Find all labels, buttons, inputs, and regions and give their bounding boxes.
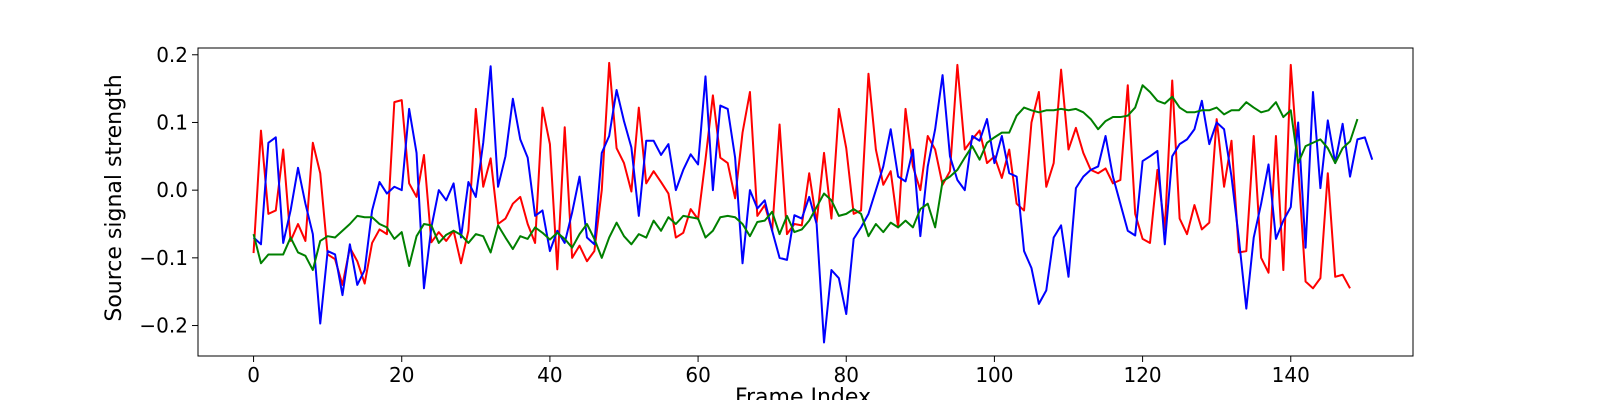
x-tick-label: 0 bbox=[247, 363, 260, 387]
x-tick-label: 40 bbox=[537, 363, 562, 387]
y-tick-label: −0.1 bbox=[139, 246, 188, 270]
x-tick-label: 80 bbox=[834, 363, 859, 387]
plot-border bbox=[197, 47, 1414, 357]
x-tick-label: 20 bbox=[389, 363, 414, 387]
series-line-2 bbox=[252, 65, 1374, 344]
y-tick-label: 0.1 bbox=[156, 110, 188, 134]
y-axis-label: Source signal strength bbox=[102, 74, 127, 321]
x-tick-label: 100 bbox=[975, 363, 1013, 387]
x-tick-label: 60 bbox=[685, 363, 710, 387]
y-tick-label: 0.2 bbox=[156, 43, 188, 67]
x-axis-ticks: 0 20 40 60 80 100 120 140 bbox=[247, 356, 1310, 387]
y-axis-ticks: −0.2 −0.1 0.0 0.1 0.2 bbox=[139, 43, 198, 338]
y-tick-label: −0.2 bbox=[139, 314, 188, 338]
series-layer bbox=[252, 61, 1374, 344]
x-tick-label: 120 bbox=[1123, 363, 1161, 387]
series-line-3 bbox=[252, 84, 1359, 272]
y-tick-label: 0.0 bbox=[156, 178, 188, 202]
x-axis-label: Frame Index bbox=[735, 385, 871, 400]
x-tick-label: 140 bbox=[1272, 363, 1310, 387]
plot-frame bbox=[197, 47, 1414, 357]
